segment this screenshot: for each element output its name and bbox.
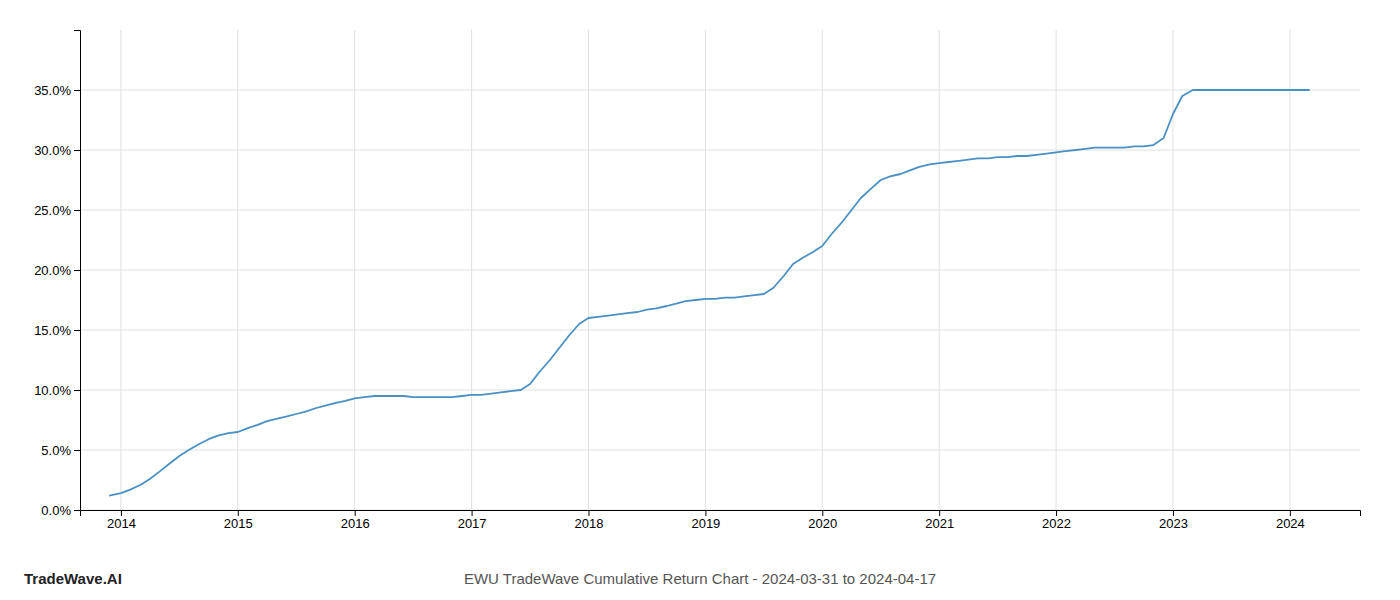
- grid-line-y: [80, 390, 1360, 391]
- y-tick-label: 20.0%: [34, 263, 71, 278]
- y-tick: 35.0%: [34, 83, 80, 98]
- x-tick-mark: [121, 510, 122, 516]
- x-tick: 2015: [224, 510, 253, 531]
- y-tick: 10.0%: [34, 383, 80, 398]
- x-tick-mark: [238, 510, 239, 516]
- grid-line-y: [80, 210, 1360, 211]
- y-tick-mark: [74, 270, 80, 271]
- x-tick-label: 2020: [808, 516, 837, 531]
- x-tick-mark: [1290, 510, 1291, 516]
- y-tick-mark: [74, 450, 80, 451]
- x-tick-label: 2023: [1159, 516, 1188, 531]
- grid-line-y: [80, 450, 1360, 451]
- x-tick: 2017: [458, 510, 487, 531]
- x-tick-label: 2014: [107, 516, 136, 531]
- y-tick-label: 5.0%: [41, 443, 71, 458]
- x-tick-label: 2015: [224, 516, 253, 531]
- x-tick: 2021: [925, 510, 954, 531]
- y-tick: 30.0%: [34, 143, 80, 158]
- x-tick: 2014: [107, 510, 136, 531]
- grid-line-y: [80, 150, 1360, 151]
- y-axis-line: [74, 31, 81, 511]
- y-tick-mark: [74, 510, 80, 511]
- watermark: TradeWave.AI: [24, 570, 122, 587]
- x-tick: 2024: [1276, 510, 1305, 531]
- x-tick-mark: [1056, 510, 1057, 516]
- y-tick-mark: [74, 210, 80, 211]
- x-axis: 2014 2015 2016 2017 2018 2019 2020 2021 2022 2023…: [81, 510, 1361, 531]
- plot-area: 2014 2015 2016 2017 2018 2019 2020 2021 2022 2023…: [34, 30, 1360, 531]
- y-tick-label: 0.0%: [41, 503, 71, 518]
- x-tick-mark: [822, 510, 823, 516]
- y-tick-mark: [74, 390, 80, 391]
- x-tick-mark: [1173, 510, 1174, 516]
- y-tick-label: 15.0%: [34, 323, 71, 338]
- x-tick-mark: [939, 510, 940, 516]
- grid-line-y: [80, 270, 1360, 271]
- x-tick: 2022: [1042, 510, 1071, 531]
- y-tick: 15.0%: [34, 323, 80, 338]
- grid-line-y: [80, 90, 1360, 91]
- x-tick-label: 2018: [575, 516, 604, 531]
- title: EWU TradeWave Cumulative Return Chart - …: [464, 570, 936, 587]
- y-tick-mark: [74, 330, 80, 331]
- x-tick: 2023: [1159, 510, 1188, 531]
- line: [109, 90, 1310, 496]
- x-tick-mark: [588, 510, 589, 516]
- grid-line-y: [80, 330, 1360, 331]
- x-tick: 2016: [341, 510, 370, 531]
- x-tick-label: 2016: [341, 516, 370, 531]
- y-tick: 0.0%: [41, 503, 80, 518]
- y-axis: 0.0% 5.0% 10.0% 15.0% 20.0% 25.0% 30.0% 35.0%: [34, 31, 80, 518]
- y-tick-mark: [74, 90, 80, 91]
- x-tick-mark: [472, 510, 473, 516]
- y-tick-label: 10.0%: [34, 383, 71, 398]
- x-tick: 2018: [575, 510, 604, 531]
- x-tick-label: 2019: [691, 516, 720, 531]
- x-tick: 2019: [691, 510, 720, 531]
- x-tick: 2020: [808, 510, 837, 531]
- x-tick-label: 2022: [1042, 516, 1071, 531]
- y-tick: 5.0%: [41, 443, 80, 458]
- y-tick-label: 35.0%: [34, 83, 71, 98]
- x-tick-mark: [705, 510, 706, 516]
- y-tick-mark: [74, 150, 80, 151]
- y-tick-label: 30.0%: [34, 143, 71, 158]
- y-tick-label: 25.0%: [34, 203, 71, 218]
- x-tick-label: 2024: [1276, 516, 1305, 531]
- x-tick-label: 2017: [458, 516, 487, 531]
- y-tick: 25.0%: [34, 203, 80, 218]
- series: [109, 90, 1310, 496]
- x-tick-mark: [355, 510, 356, 516]
- x-tick-label: 2021: [925, 516, 954, 531]
- x-axis-line: [81, 511, 1361, 517]
- y-tick: 20.0%: [34, 263, 80, 278]
- grid: [80, 30, 1360, 510]
- chart: 2014 2015 2016 2017 2018 2019 2020 2021 2022 2023…: [0, 0, 1400, 600]
